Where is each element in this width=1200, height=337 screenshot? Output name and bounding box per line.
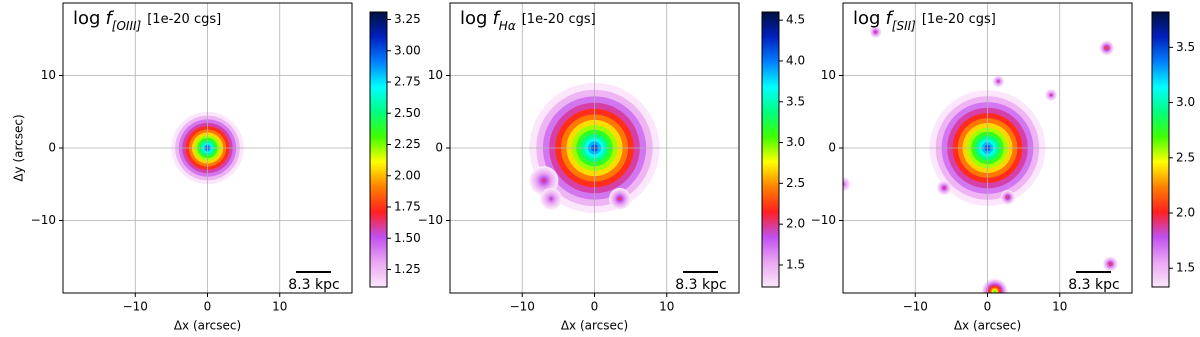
colorbar-tick-label: 1.5 [1176,261,1195,275]
emission-contour [1007,196,1009,198]
x-tick-label: 0 [204,300,212,314]
colorbar-tick-label: 1.75 [394,200,421,214]
x-tick-label: −10 [903,300,928,314]
emission-contour [543,180,545,182]
plot-frame [62,2,353,294]
plot-frame [449,2,740,294]
colorbar-tick-label: 2.5 [1176,150,1195,164]
y-tick-label: 0 [435,141,443,155]
colorbar [369,11,388,288]
y-tick-label: 0 [828,141,836,155]
emission-contour [619,198,621,200]
y-tick-label: −10 [31,213,56,227]
panel-title: log fHα [1e-20 cgs] [460,8,596,33]
colorbar-tick-label: 1.25 [394,262,421,276]
title-subscript: Hα [499,19,516,33]
title-subscript: [SII] [892,19,916,33]
emission-contour [1106,47,1108,49]
colorbar [761,11,780,288]
panel-title: log f[SII] [1e-20 cgs] [853,8,996,33]
x-tick-label: 0 [591,300,599,314]
scale-bar-label: 8.3 kpc [288,277,339,293]
panel-title: log f[OIII] [1e-20 cgs] [73,8,221,33]
y-tick-label: 10 [41,68,56,82]
title-unit: [1e-20 cgs] [922,12,996,27]
title-unit: [1e-20 cgs] [522,12,596,27]
title-prefix: log [460,8,487,29]
title-subscript: [OIII] [112,19,142,33]
title-symbol: f [105,8,114,29]
emission-contour [874,31,877,33]
y-tick-label: 10 [428,68,443,82]
x-tick-label: 10 [1052,300,1067,314]
colorbar-tick-label: 2.50 [394,106,421,120]
title-symbol: f [492,8,501,29]
emission-contour [943,187,945,189]
x-tick-label: 10 [659,300,674,314]
colorbar-tick-label: 3.0 [1176,95,1195,109]
y-tick-label: 0 [48,141,56,155]
colorbar-tick-label: 2.0 [1176,206,1195,220]
colorbar-tick-label: 2.00 [394,168,421,182]
title-prefix: log [853,8,880,29]
scale-bar-label: 8.3 kpc [1068,277,1119,293]
emission-contour [1050,94,1052,96]
x-axis-label: Δx (arcsec) [174,319,241,333]
x-tick-label: 10 [272,300,287,314]
colorbar [1151,11,1170,288]
emission-contour [1109,263,1111,265]
title-prefix: log [73,8,100,29]
x-axis-label: Δx (arcsec) [954,319,1021,333]
image-layer [171,111,244,185]
x-tick-label: 0 [984,300,992,314]
y-tick-label: −10 [418,213,443,227]
colorbar-tick-label: 3.5 [1176,40,1195,54]
y-tick-label: 10 [821,68,836,82]
title-symbol: f [885,8,894,29]
colorbar-tick-label: 3.00 [394,43,421,57]
y-tick-label: −10 [811,213,836,227]
colorbar-tick-label: 2.0 [786,217,805,231]
colorbar-tick-label: 2.5 [786,176,805,190]
colorbar-tick-label: 4.0 [786,53,805,67]
x-axis-label: Δx (arcsec) [561,319,628,333]
title-unit: [1e-20 cgs] [147,12,221,27]
colorbar-tick-label: 2.25 [394,137,421,151]
colorbar-tick-label: 3.25 [394,12,421,26]
plot-frame [842,2,1133,294]
colorbar-tick-label: 2.75 [394,75,421,89]
x-tick-label: −10 [510,300,535,314]
emission-contour [994,290,996,293]
colorbar-tick-label: 1.50 [394,231,421,245]
colorbar-tick-label: 4.5 [786,13,805,27]
y-axis-label: Δy (arcsec) [12,114,26,181]
colorbar-tick-label: 3.0 [786,135,805,149]
emission-contour [997,80,999,82]
scale-bar-label: 8.3 kpc [675,277,726,293]
x-tick-label: −10 [123,300,148,314]
emission-contour [550,198,552,200]
colorbar-tick-label: 3.5 [786,94,805,108]
colorbar-tick-label: 1.5 [786,257,805,271]
